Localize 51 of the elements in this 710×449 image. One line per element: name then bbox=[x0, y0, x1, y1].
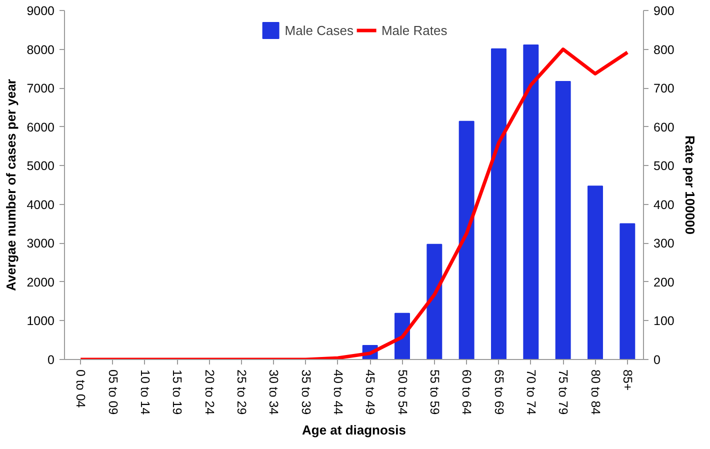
bar bbox=[588, 186, 603, 360]
x-tick-label: 10 to 14 bbox=[138, 370, 152, 415]
y2-tick-label: 0 bbox=[654, 353, 660, 367]
y-axis-title: Avergae number of cases per year bbox=[4, 79, 19, 291]
x-tick-label: 50 to 54 bbox=[395, 370, 410, 415]
bar bbox=[523, 44, 539, 360]
line-series bbox=[78, 48, 630, 360]
x-tick-label: 0 to 04 bbox=[74, 370, 88, 408]
x-tick-label: 25 to 29 bbox=[234, 370, 248, 415]
y2-tick-label: 100 bbox=[654, 314, 674, 328]
y-tick-label: 6000 bbox=[26, 120, 55, 134]
x-tick-label: 20 to 24 bbox=[202, 370, 216, 415]
legend-label: Male Rates bbox=[381, 22, 448, 38]
y2-tick-label: 400 bbox=[654, 198, 674, 212]
y2-axis-title: Rate per 100000 bbox=[682, 135, 698, 235]
bar bbox=[620, 223, 636, 360]
x-tick-label: 30 to 34 bbox=[266, 370, 281, 415]
y2-tick-label: 900 bbox=[654, 4, 674, 18]
y2-tick-label: 300 bbox=[654, 236, 674, 251]
y2-tick-label: 700 bbox=[654, 82, 674, 96]
y2-tick-label: 600 bbox=[654, 120, 674, 134]
y-tick-label: 3000 bbox=[26, 236, 55, 251]
x-tick-label: 45 to 49 bbox=[363, 370, 378, 415]
x-tick-label: 70 to 74 bbox=[524, 370, 538, 415]
bar bbox=[426, 244, 442, 360]
x-tick-label: 15 to 19 bbox=[170, 370, 184, 415]
y2-tick-label: 800 bbox=[654, 42, 674, 57]
legend-label: Male Cases bbox=[284, 22, 354, 38]
y-tick-label: 0 bbox=[48, 353, 55, 367]
bar bbox=[458, 120, 474, 360]
y-tick-label: 4000 bbox=[26, 198, 55, 212]
x-tick-label: 40 to 44 bbox=[330, 370, 345, 415]
y2-tick-label: 500 bbox=[654, 159, 674, 174]
x-tick-label: 60 to 64 bbox=[460, 370, 474, 415]
x-tick-label: 75 to 79 bbox=[556, 370, 570, 415]
x-tick-label: 35 to 39 bbox=[298, 370, 313, 415]
y-tick-label: 9000 bbox=[26, 4, 55, 18]
bar bbox=[491, 48, 506, 360]
x-tick-label: 65 to 69 bbox=[492, 370, 506, 415]
x-tick-label: 85+ bbox=[620, 370, 634, 391]
y-tick-label: 7000 bbox=[26, 82, 55, 96]
x-tick-label: 55 to 59 bbox=[427, 370, 442, 415]
bar bbox=[555, 80, 571, 360]
x-tick-label: 05 to 09 bbox=[106, 370, 120, 415]
x-axis-title: Age at diagnosis bbox=[302, 422, 406, 438]
x-tick-label: 80 to 84 bbox=[588, 370, 602, 415]
y-tick-label: 8000 bbox=[26, 42, 55, 57]
y-tick-label: 1000 bbox=[26, 314, 55, 328]
y-tick-label: 2000 bbox=[26, 275, 55, 290]
y-tick-label: 5000 bbox=[26, 159, 55, 174]
y2-tick-label: 200 bbox=[654, 275, 674, 290]
